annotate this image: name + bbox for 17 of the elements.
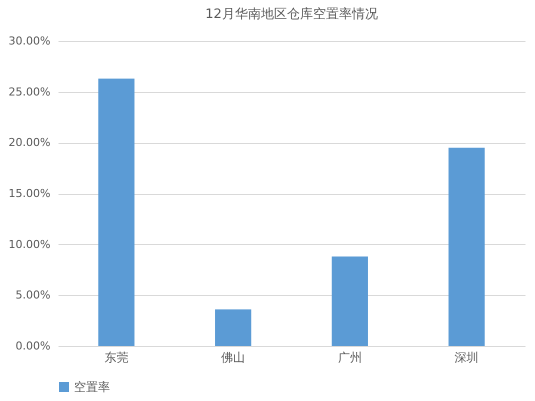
- x-tick-label: 深圳: [454, 350, 479, 364]
- bar: [215, 309, 252, 346]
- y-tick-label: 30.00%: [8, 34, 50, 48]
- legend-label: 空置率: [74, 380, 110, 394]
- y-tick-label: 10.00%: [8, 238, 50, 251]
- x-tick-label: 东莞: [104, 350, 128, 364]
- bar: [332, 256, 368, 346]
- x-tick-label: 广州: [338, 350, 362, 364]
- y-tick-label: 5.00%: [16, 288, 50, 302]
- y-tick-label: 0.00%: [16, 340, 50, 352]
- y-tick-label: 20.00%: [8, 136, 50, 150]
- x-tick-label: 佛山: [221, 350, 246, 364]
- bar: [448, 148, 485, 346]
- y-tick-label: 15.00%: [8, 187, 50, 200]
- bar: [98, 78, 134, 346]
- chart-title: 12月华南地区仓库空置率情况: [205, 6, 378, 22]
- y-tick-label: 25.00%: [8, 85, 50, 98]
